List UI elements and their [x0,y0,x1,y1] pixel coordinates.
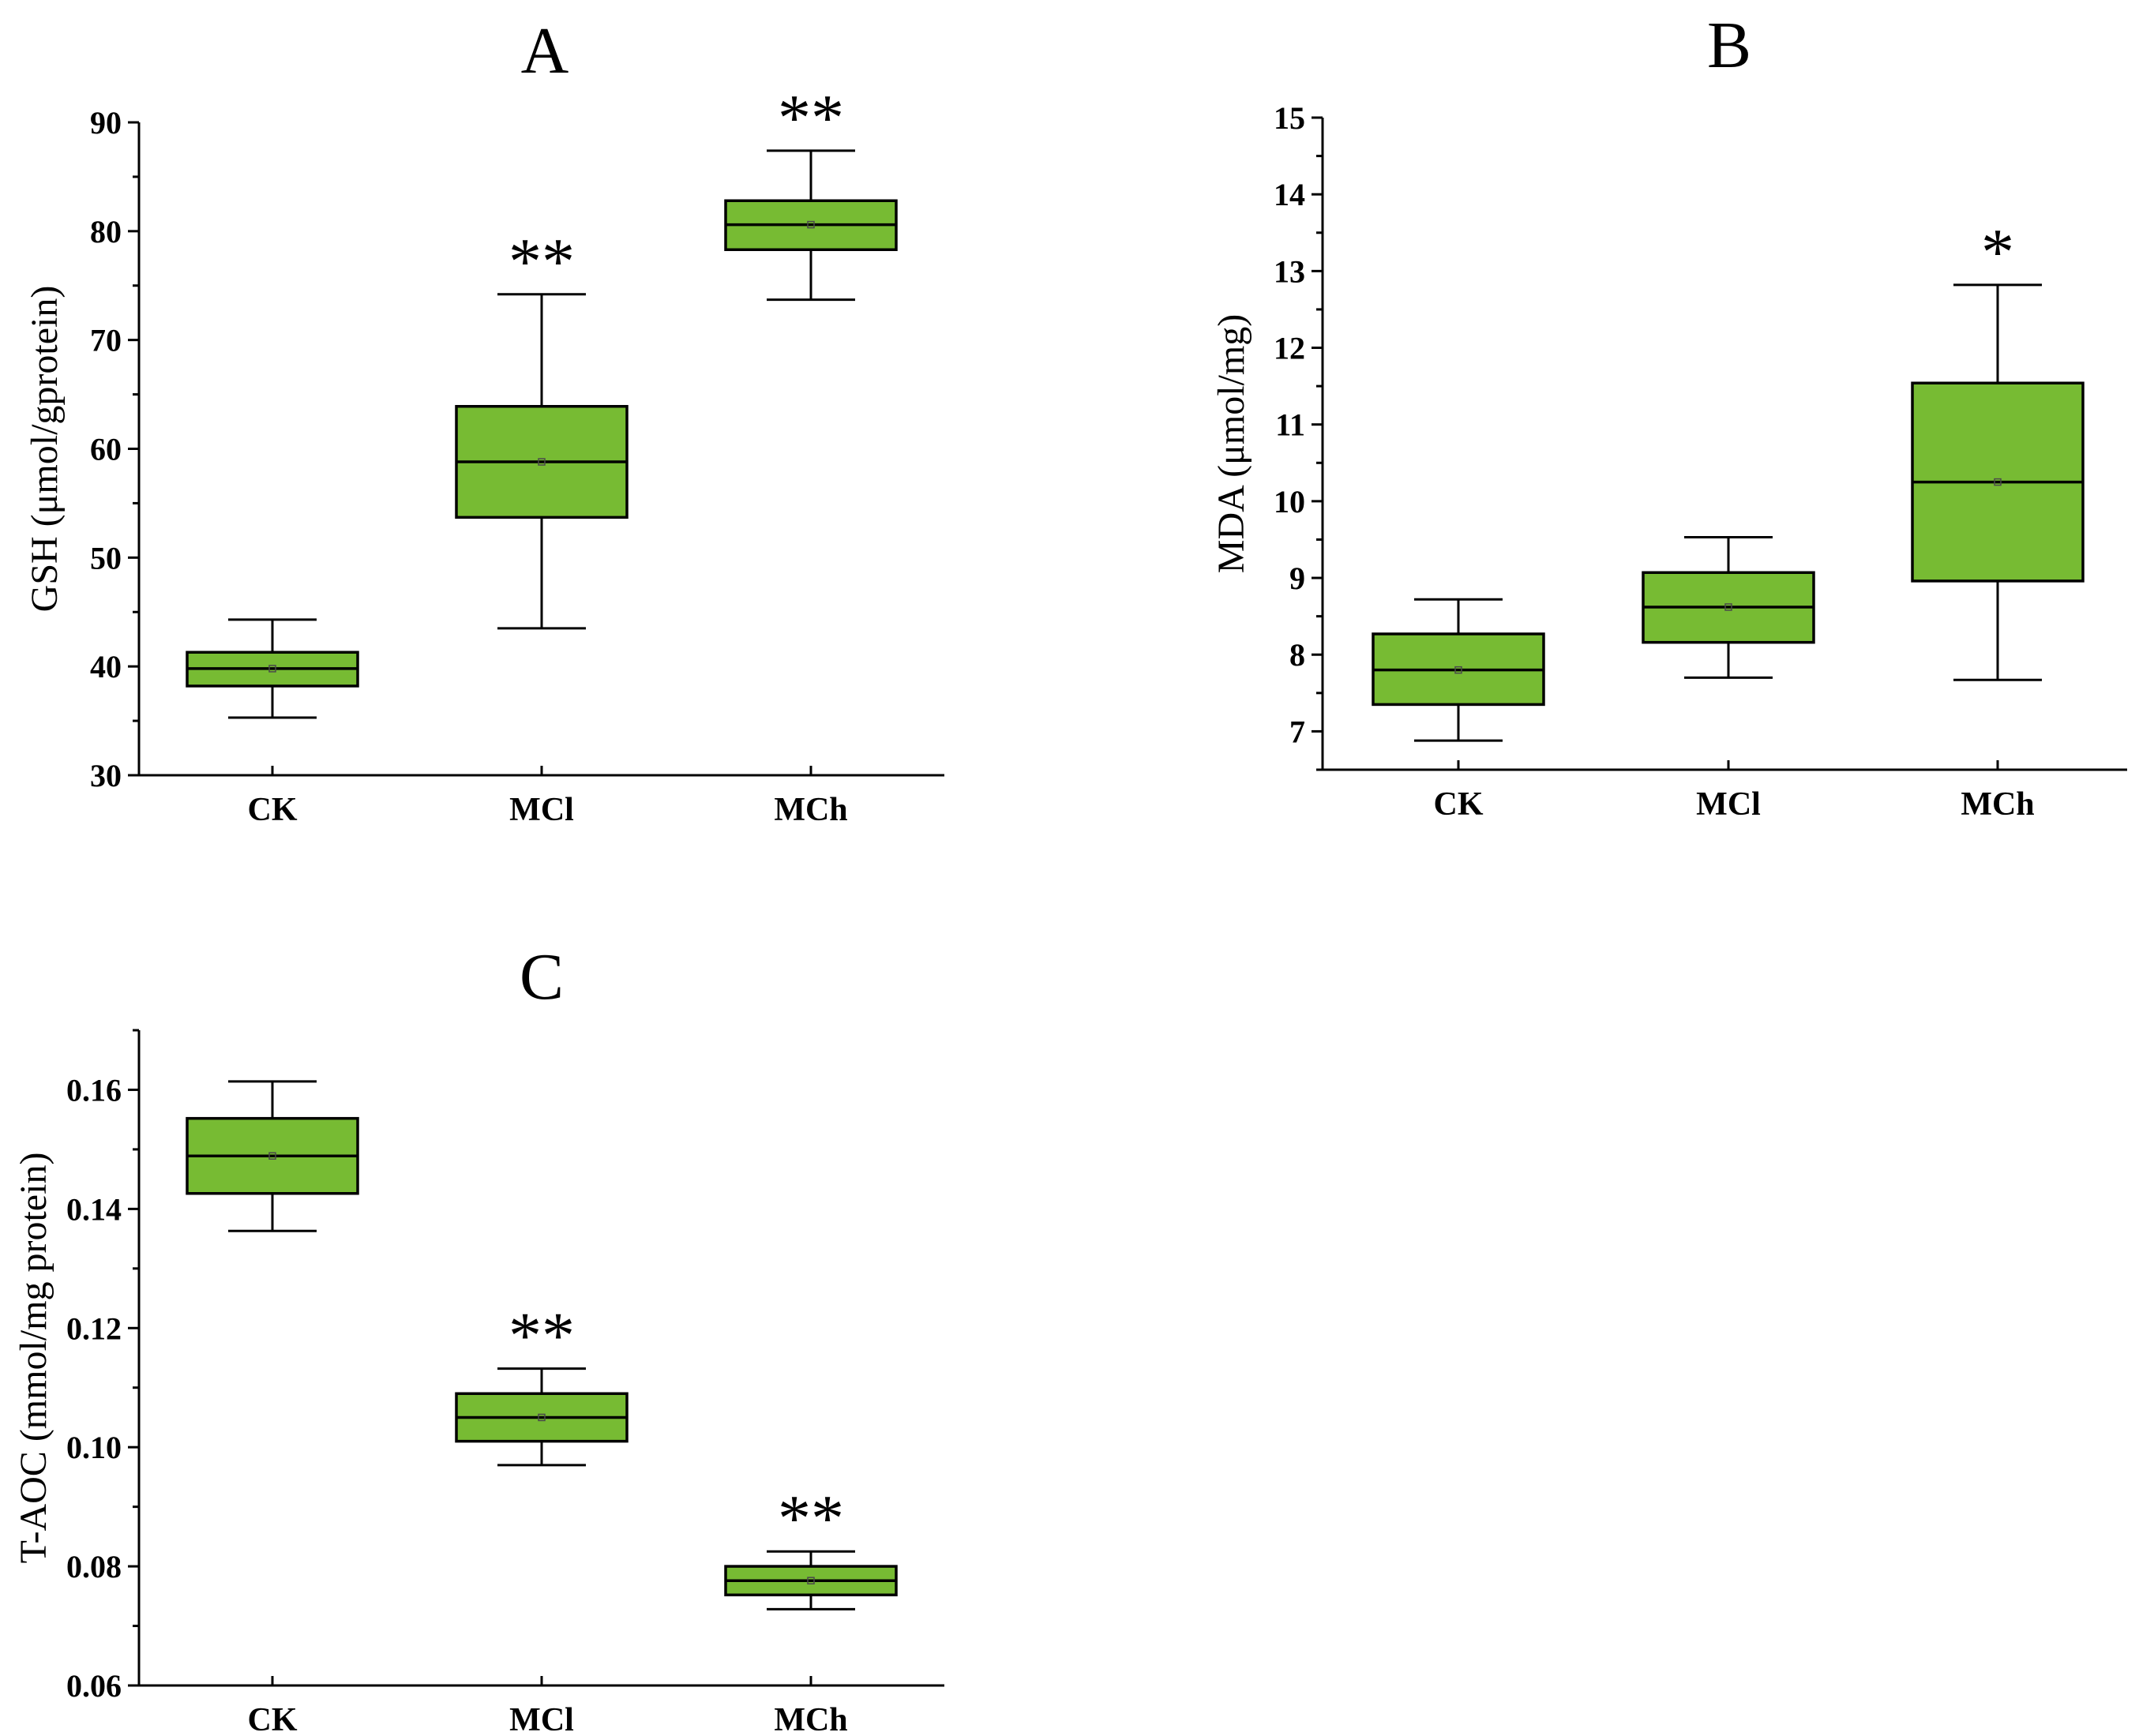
y-axis-label: T-AOC (mmol/mg protein) [13,1153,54,1564]
panel-title: C [520,940,564,1014]
box-mch: * [1911,216,2085,681]
panel-c: C 0.06 0.08 0.10 0.12 0.14 0.16 T-AOC (mmol/mg … [13,940,944,1736]
y-tick-label: 7 [1289,714,1305,749]
y-tick-label: 8 [1289,637,1305,673]
mean-marker [807,220,815,229]
x-tick-label: MCl [509,792,574,828]
mean-marker [268,665,276,673]
box-mcl: ** [455,1299,629,1467]
y-tick-label: 15 [1274,100,1305,136]
y-tick-label: 9 [1289,561,1305,596]
y-tick-label: 30 [90,758,122,793]
box-ck [1372,598,1545,742]
y-tick-label: 13 [1274,253,1305,289]
y-axis-label: MDA (μmol/mg) [1210,314,1252,573]
y-axis-label: GSH (μmol/gprotein) [24,286,66,613]
y-tick-label: 90 [90,105,122,141]
y-tick-label: 0.14 [66,1191,122,1227]
box-ck [186,618,359,719]
y-tick-label: 14 [1274,177,1305,212]
panel-b: B 7 8 9 10 11 12 13 14 15 MDA (μmol/mg) CK MCl MCh * [1210,9,2127,823]
box-mcl: ** [455,225,629,630]
y-tick-label: 0.06 [66,1668,122,1704]
y-tick-label: 0.16 [66,1072,122,1108]
x-tick-label: MCh [774,1702,847,1736]
y-tick-label: 12 [1274,331,1305,366]
y-tick-label: 80 [90,214,122,249]
box-ck [186,1080,359,1232]
panel-title: B [1707,9,1751,82]
significance-marker: ** [778,81,844,155]
mean-marker [538,458,546,466]
mean-marker [1994,478,2002,486]
x-tick-label: CK [1434,786,1484,823]
significance-marker: ** [508,225,575,298]
y-tick-label: 10 [1274,484,1305,519]
y-tick-label: 50 [90,540,122,576]
mean-marker [1454,666,1462,674]
panel-title: A [521,14,569,88]
x-tick-label: MCl [1696,786,1761,823]
y-tick-label: 0.12 [66,1310,122,1346]
panel-a: A 30 40 50 60 70 80 90 GSH (μmol/gprotein) CK MCl M… [24,14,944,828]
box-mch: ** [724,81,898,302]
box-mch: ** [724,1482,898,1610]
x-tick-label: MCh [1961,786,2034,823]
y-tick-label: 0.08 [66,1549,122,1584]
significance-marker: ** [508,1299,575,1373]
x-tick-label: MCh [774,792,847,828]
mean-marker [538,1413,546,1422]
mean-marker [807,1577,815,1584]
mean-marker [1724,603,1732,611]
significance-marker: * [1981,216,2014,289]
y-tick-label: 0.10 [66,1430,122,1465]
x-tick-label: CK [248,792,298,828]
y-tick-label: 60 [90,432,122,467]
y-tick-label: 11 [1275,407,1305,443]
mean-marker [268,1152,276,1160]
y-tick-label: 70 [90,323,122,358]
significance-marker: ** [778,1482,844,1555]
box-mcl [1642,536,1815,679]
x-tick-label: CK [248,1702,298,1736]
x-tick-label: MCl [509,1702,574,1736]
y-tick-label: 40 [90,649,122,684]
